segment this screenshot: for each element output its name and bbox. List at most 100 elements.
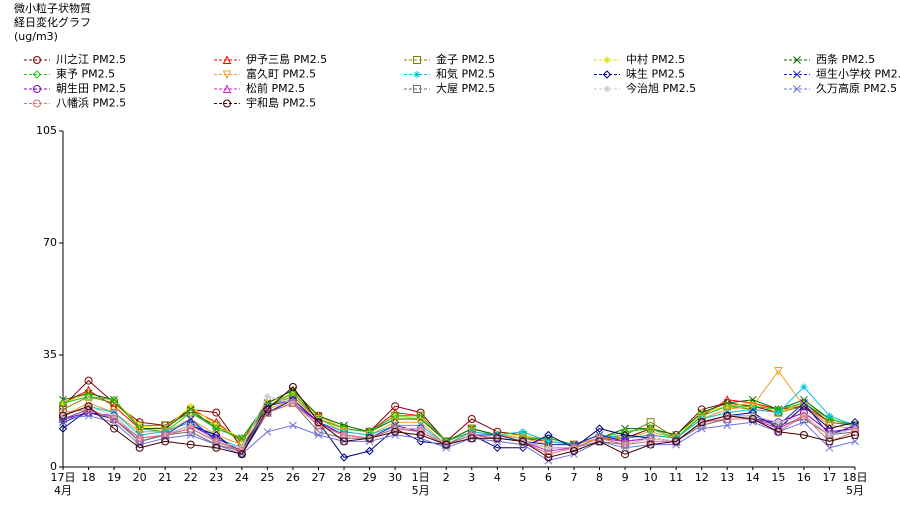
marker bbox=[544, 430, 553, 440]
marker bbox=[569, 447, 578, 455]
x-tick-label: 30 bbox=[388, 471, 402, 484]
series-line bbox=[62, 402, 856, 455]
x-tick-label: 18日 bbox=[843, 471, 868, 484]
x-tick-label: 23 bbox=[209, 471, 223, 484]
marker bbox=[32, 70, 42, 79]
legend-label: 中村 PM2.5 bbox=[626, 52, 685, 66]
marker bbox=[314, 431, 323, 439]
marker bbox=[793, 56, 801, 64]
series-line bbox=[62, 389, 856, 446]
x-tick-label: 24 bbox=[235, 471, 249, 484]
marker bbox=[467, 434, 476, 443]
x-tick-label: 9 bbox=[622, 471, 629, 484]
x-tick-label: 18 bbox=[82, 471, 96, 484]
marker bbox=[825, 443, 834, 452]
marker bbox=[339, 453, 349, 462]
marker bbox=[603, 56, 611, 64]
marker bbox=[722, 405, 732, 415]
marker bbox=[646, 427, 655, 437]
x-tick-label: 14 bbox=[746, 471, 760, 484]
x-tick-label: 15 bbox=[771, 471, 785, 484]
marker bbox=[793, 70, 801, 79]
month-label: 4月 bbox=[54, 484, 72, 497]
legend-label: 大屋 PM2.5 bbox=[436, 81, 495, 95]
series-line bbox=[62, 386, 856, 449]
marker bbox=[186, 431, 195, 439]
x-tick-label: 25 bbox=[260, 471, 274, 484]
marker bbox=[774, 367, 783, 376]
marker bbox=[135, 434, 144, 443]
x-tick-label: 29 bbox=[363, 471, 377, 484]
marker bbox=[519, 428, 527, 436]
marker bbox=[288, 383, 297, 391]
marker bbox=[602, 70, 612, 79]
marker bbox=[646, 440, 655, 449]
y-tick-label: 70 bbox=[43, 236, 57, 249]
marker bbox=[212, 443, 221, 452]
marker bbox=[799, 431, 808, 439]
marker bbox=[212, 408, 221, 417]
marker bbox=[413, 71, 421, 78]
legend-label: 伊予三島 PM2.5 bbox=[246, 52, 327, 66]
marker bbox=[109, 395, 119, 405]
marker bbox=[413, 85, 421, 93]
marker bbox=[723, 411, 732, 420]
marker bbox=[365, 434, 374, 443]
month-label: 5月 bbox=[846, 484, 864, 497]
marker bbox=[800, 383, 808, 391]
marker bbox=[161, 437, 170, 446]
marker bbox=[263, 405, 272, 414]
marker bbox=[416, 411, 425, 421]
chart-subtitle: 経日変化グラフ bbox=[14, 15, 91, 29]
marker bbox=[774, 409, 782, 417]
marker bbox=[442, 440, 451, 449]
marker bbox=[237, 450, 246, 459]
marker bbox=[340, 437, 349, 446]
x-tick-label: 6 bbox=[545, 471, 552, 484]
marker bbox=[58, 398, 68, 408]
x-tick-label: 17日 bbox=[51, 471, 76, 484]
marker bbox=[413, 56, 421, 64]
marker bbox=[59, 411, 67, 420]
legend-label: 富久町 PM2.5 bbox=[246, 67, 316, 81]
x-tick-label: 1日 bbox=[412, 471, 430, 484]
marker bbox=[621, 440, 630, 449]
marker bbox=[416, 418, 425, 427]
x-tick-label: 13 bbox=[720, 471, 734, 484]
marker bbox=[595, 424, 604, 433]
marker bbox=[222, 84, 232, 93]
legend-label: 今治旭 PM2.5 bbox=[626, 81, 696, 95]
series bbox=[59, 383, 859, 462]
marker bbox=[161, 431, 170, 439]
series-line bbox=[62, 386, 856, 458]
x-tick-label: 17 bbox=[822, 471, 836, 484]
legend-label: 久万高原 PM2.5 bbox=[816, 81, 897, 95]
marker bbox=[222, 55, 232, 64]
series-line bbox=[62, 415, 856, 462]
marker bbox=[544, 444, 552, 452]
x-tick-label: 28 bbox=[337, 471, 351, 484]
marker bbox=[672, 437, 681, 446]
marker bbox=[110, 415, 119, 423]
marker bbox=[59, 408, 67, 417]
marker bbox=[825, 437, 834, 446]
marker bbox=[263, 427, 272, 436]
marker bbox=[800, 399, 808, 407]
legend-label: 東予 PM2.5 bbox=[56, 68, 115, 81]
series bbox=[59, 399, 859, 459]
marker bbox=[774, 418, 782, 426]
marker bbox=[263, 393, 271, 401]
marker bbox=[223, 99, 231, 108]
x-tick-label: 10 bbox=[644, 471, 658, 484]
x-tick-label: 3 bbox=[468, 471, 475, 484]
marker bbox=[340, 431, 349, 439]
marker bbox=[825, 412, 833, 420]
marker bbox=[825, 421, 834, 431]
marker bbox=[748, 415, 757, 423]
marker bbox=[222, 70, 232, 80]
marker bbox=[33, 99, 41, 108]
x-tick-label: 7 bbox=[570, 471, 577, 484]
x-tick-label: 5 bbox=[519, 471, 526, 484]
marker bbox=[135, 443, 144, 452]
marker bbox=[467, 415, 476, 423]
